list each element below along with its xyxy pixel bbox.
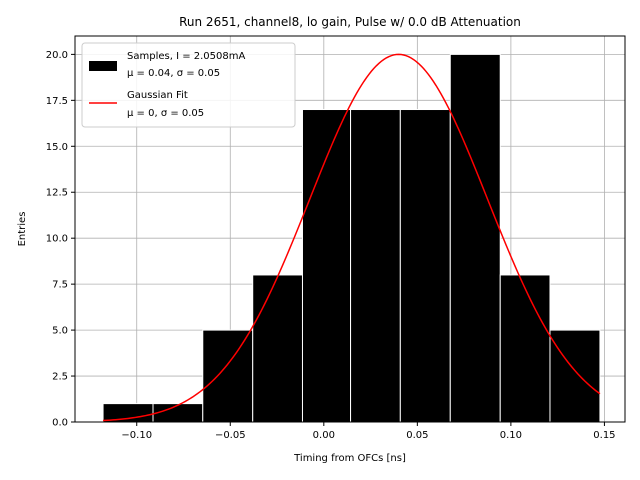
y-tick-label: 7.5: [52, 280, 68, 291]
histogram-bar-5: [350, 109, 401, 423]
x-tick-label: 0.10: [500, 430, 522, 441]
x-axis-ticks: −0.10 −0.05 0.00 0.05 0.10 0.15: [121, 422, 616, 441]
gaussian-fit-line: [103, 53, 601, 422]
histogram-bars: [102, 53, 601, 423]
y-tick-label: 0.0: [52, 418, 68, 429]
y-tick-label: 10.0: [46, 234, 68, 245]
y-tick-label: 2.5: [52, 372, 68, 383]
plot-frame: [74, 35, 626, 423]
x-tick-label: −0.10: [121, 430, 152, 441]
y-tick-label: 17.5: [46, 96, 68, 107]
histogram-bar-4: [301, 109, 352, 423]
x-tick-label: 0.05: [406, 430, 428, 441]
legend-samples-label: Samples, I = 2.0508mA: [127, 51, 245, 62]
histogram-bar-1: [152, 403, 204, 423]
gaussian-fit: [103, 53, 601, 422]
histogram-bar-0: [102, 403, 154, 423]
y-tick-label: 20.0: [46, 50, 68, 61]
histogram-bar-7: [449, 53, 501, 423]
legend: Samples, I = 2.0508mA μ = 0.04, σ = 0.05…: [81, 42, 296, 128]
x-tick-label: 0.00: [313, 430, 335, 441]
x-tick-label: −0.05: [215, 430, 246, 441]
legend-fit-label: Gaussian Fit: [127, 90, 188, 101]
histogram-bar-6: [399, 109, 451, 423]
legend-samples-stats: μ = 0.04, σ = 0.05: [127, 68, 220, 79]
chart-title: Run 2651, channel8, lo gain, Pulse w/ 0.…: [179, 15, 521, 29]
x-tick-label: 0.15: [593, 430, 615, 441]
histogram-bar-9: [549, 329, 601, 423]
y-tick-label: 5.0: [52, 326, 68, 337]
y-axis-label: Entries: [17, 212, 28, 247]
histogram-bar-3: [252, 274, 303, 423]
y-tick-label: 12.5: [46, 188, 68, 199]
histogram-bar-8: [499, 274, 551, 423]
histogram-bar-2: [202, 329, 254, 423]
y-axis-ticks: 0.0 2.5 5.0 7.5 10.0 12.5 15.0 17.5 20.0: [46, 50, 75, 429]
y-tick-label: 15.0: [46, 142, 68, 153]
x-axis-label: Timing from OFCs [ns]: [293, 453, 406, 464]
legend-fit-stats: μ = 0, σ = 0.05: [127, 108, 204, 119]
legend-samples-swatch: [89, 61, 117, 71]
legend-box: [81, 42, 296, 128]
